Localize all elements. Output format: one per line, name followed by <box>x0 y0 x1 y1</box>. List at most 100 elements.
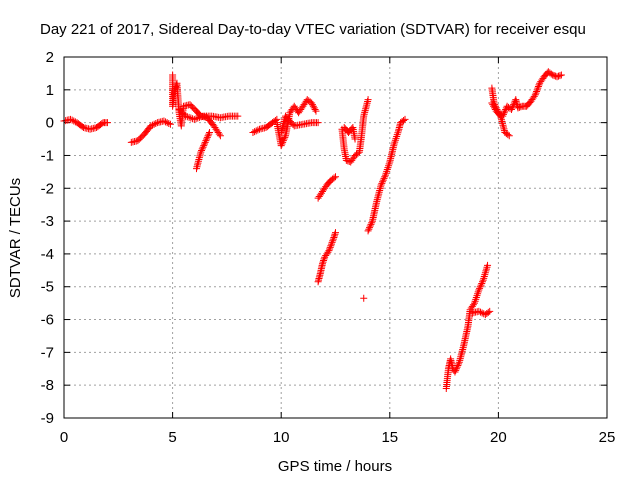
data-point <box>477 281 485 289</box>
data-point <box>469 301 477 309</box>
data-point <box>200 140 208 148</box>
data-point <box>190 115 198 123</box>
data-point <box>354 149 362 157</box>
data-point <box>533 87 541 95</box>
data-point <box>215 130 223 138</box>
data-point <box>401 115 409 123</box>
data-point <box>308 101 316 109</box>
data-point <box>252 127 260 135</box>
data-point <box>328 238 336 246</box>
data-point <box>324 248 332 256</box>
data-point <box>533 86 541 94</box>
y-axis-label: SDTVAR / TECUs <box>7 178 24 298</box>
data-points <box>60 68 565 392</box>
data-point <box>163 119 171 127</box>
data-point <box>162 118 170 126</box>
data-point <box>488 99 496 107</box>
data-point <box>478 278 486 286</box>
data-point <box>327 240 335 248</box>
data-point <box>377 181 385 189</box>
data-point <box>368 219 376 227</box>
data-point <box>380 174 388 182</box>
data-point <box>505 132 513 140</box>
data-point <box>279 138 287 146</box>
data-point <box>332 173 339 181</box>
data-point <box>200 142 208 150</box>
data-point <box>476 284 484 292</box>
data-point <box>280 135 288 143</box>
data-point <box>379 176 387 184</box>
data-point <box>329 235 337 243</box>
data-point <box>556 72 564 80</box>
data-point <box>277 142 285 150</box>
data-point <box>308 99 316 107</box>
data-point <box>182 112 190 120</box>
data-point <box>530 92 538 100</box>
data-point <box>332 229 339 237</box>
data-point <box>495 111 503 119</box>
data-point <box>535 81 543 89</box>
data-point <box>203 135 211 143</box>
data-point <box>364 96 372 104</box>
data-point <box>515 103 523 111</box>
data-point <box>476 308 484 316</box>
data-point <box>326 243 334 251</box>
data-point <box>366 224 374 232</box>
data-point <box>279 137 287 145</box>
data-point <box>478 279 486 287</box>
data-point <box>501 107 509 115</box>
data-point <box>197 113 205 121</box>
data-point <box>549 71 557 79</box>
data-point <box>452 366 460 374</box>
data-point <box>149 121 157 129</box>
data-point <box>310 104 318 112</box>
data-point <box>351 135 359 143</box>
data-point <box>326 245 334 253</box>
data-point <box>379 178 387 186</box>
data-point <box>365 225 373 233</box>
data-point <box>330 174 338 182</box>
data-point <box>452 365 460 373</box>
data-point <box>484 261 492 269</box>
data-point <box>205 130 213 138</box>
data-point <box>331 230 339 238</box>
x-tick-label: 10 <box>273 429 290 446</box>
data-point <box>532 89 540 97</box>
data-point <box>183 113 191 121</box>
data-point <box>254 126 262 134</box>
data-point <box>327 242 335 250</box>
data-point <box>451 368 459 376</box>
data-point <box>547 70 555 78</box>
data-point <box>202 137 210 145</box>
data-point <box>251 128 259 136</box>
grid <box>64 57 607 418</box>
data-point <box>197 148 205 156</box>
x-tick-label: 15 <box>381 429 398 446</box>
plot-frame <box>63 56 608 419</box>
data-point <box>553 73 561 81</box>
y-tick-label: 0 <box>46 115 54 132</box>
data-point <box>366 222 374 230</box>
data-point <box>320 256 328 264</box>
data-point <box>330 234 338 241</box>
data-point <box>318 260 326 268</box>
data-point <box>364 227 372 235</box>
data-point <box>478 309 486 317</box>
data-point <box>490 102 498 110</box>
data-point <box>147 122 155 130</box>
data-point <box>68 116 76 124</box>
data-point <box>165 119 173 127</box>
data-point <box>367 220 375 228</box>
data-point <box>330 232 338 240</box>
data-point <box>249 128 257 136</box>
data-point <box>204 132 212 140</box>
data-point <box>360 294 368 302</box>
data-point <box>166 120 174 128</box>
data-point <box>319 258 327 266</box>
data-point <box>216 132 224 140</box>
data-point <box>199 143 207 151</box>
ticks: 0 5 10 15 20 25 -9 -8 -7 -6 -5 -4 -3 -2 -1 0 1 2 <box>41 49 616 446</box>
data-point <box>453 363 461 371</box>
